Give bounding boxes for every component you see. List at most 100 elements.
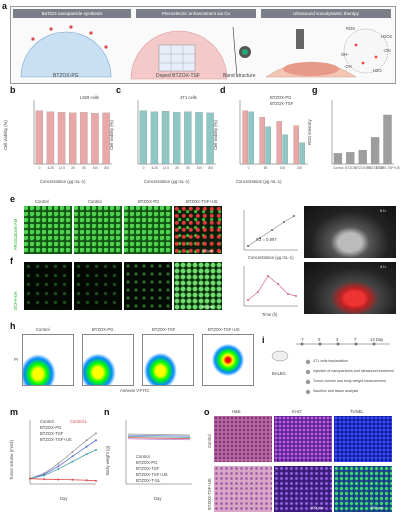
series-line xyxy=(127,436,191,438)
bar xyxy=(184,111,192,165)
bar xyxy=(370,137,380,165)
caption-band: Band structure xyxy=(223,73,256,79)
series-line xyxy=(127,434,191,437)
timeline-step-3: Sacrifice and tissue analysis xyxy=(313,389,359,393)
o-scale-2: 100 μm xyxy=(370,505,384,510)
bar xyxy=(276,121,282,165)
timeline-step-2: Tumor volume and body weight measurement xyxy=(313,379,386,383)
tick-label: 12.5 xyxy=(163,166,169,170)
data-point xyxy=(283,221,285,223)
f-image-2 xyxy=(74,262,122,310)
data-point xyxy=(271,229,273,231)
data-point xyxy=(247,299,249,301)
flow-title-2: BTZOX-PG xyxy=(92,327,114,332)
data-point xyxy=(293,215,295,217)
tick-label: 100 xyxy=(93,166,99,170)
chart-b-title: L929 cells xyxy=(80,95,99,100)
ion-ohm: OH- xyxy=(341,52,349,57)
data-point xyxy=(259,237,261,239)
e-col-0: Control xyxy=(35,199,49,204)
chart-n-xlabel: Day xyxy=(154,496,162,501)
chart-m-legend-1: BTZOX-PG xyxy=(40,425,62,430)
bar xyxy=(161,111,170,165)
chart-m-legend-0: Control xyxy=(40,419,54,424)
o-he-control xyxy=(214,416,272,462)
panel-label-h: h xyxy=(10,321,16,331)
o-tunel-control xyxy=(334,416,392,462)
o-tunel-treated xyxy=(334,466,392,512)
schematic-panel-a: BaTiO3 nanoparticle synthesis Piezoelect… xyxy=(10,6,396,84)
ultrasound-label-4h: 4 h xyxy=(380,264,386,269)
chart-m-tumor-volume xyxy=(29,420,97,485)
ion-ros: ROS xyxy=(346,26,356,31)
timeline-day-1: 0 xyxy=(318,337,321,342)
chart-m-legend-2: BTZOX-TSF xyxy=(40,431,64,436)
chart-m-legend-3: BTZOX-TSF+US xyxy=(40,437,72,442)
bar xyxy=(172,112,181,165)
flow-title-1: Control xyxy=(36,327,50,332)
tick-label: BTZOX xyxy=(345,166,356,170)
chart-g-ros: Control BTZOXBTZOX-PGBTZOX-TSFBTZOX-TSF+U… xyxy=(331,100,400,170)
bar xyxy=(333,153,343,165)
timeline-schematic xyxy=(271,342,390,395)
bar xyxy=(293,125,299,165)
tick-label: 25 xyxy=(71,166,75,170)
tick-label: 100 xyxy=(197,166,203,170)
chart-m-ylabel: Tumor volume (mm3) xyxy=(9,440,14,480)
chart-b-l929: 0 6.25 12.5 25 50 100 200 xyxy=(33,100,112,170)
tick-label: 6.25 xyxy=(152,166,158,170)
chart-b-ylabel: Cell viability (%) xyxy=(3,120,8,150)
data-point xyxy=(277,283,279,285)
panel-label-m: m xyxy=(10,407,19,417)
chart-n-body-weight xyxy=(125,420,192,485)
data-point xyxy=(267,275,269,277)
series-line xyxy=(127,438,191,441)
series-point xyxy=(71,451,74,453)
data-point xyxy=(247,245,249,247)
flow-ylabel: PI xyxy=(14,357,18,362)
series-line xyxy=(29,449,97,480)
flow-plot-4 xyxy=(202,334,254,386)
o-row-1: BTZOX-TSF+US xyxy=(207,478,212,510)
series-point xyxy=(95,448,97,451)
bar xyxy=(195,112,203,165)
bar xyxy=(358,150,367,165)
bar xyxy=(150,111,159,165)
chart-e2-xlabel: Concentration (μg mL-1) xyxy=(248,255,294,260)
bar xyxy=(299,142,305,165)
bar xyxy=(248,111,254,165)
bar xyxy=(139,110,147,165)
panel-label-n: n xyxy=(104,407,110,417)
panel-label-i: i xyxy=(262,335,265,345)
e-col-3: BTZOX-TSF+US xyxy=(186,199,218,204)
series-line xyxy=(29,439,97,480)
bar xyxy=(265,126,271,165)
tick-label: 100 xyxy=(280,166,286,170)
data-point xyxy=(257,291,259,293)
timeline-step-0: 4T1 cells implantation xyxy=(313,359,348,363)
panel-label-c: c xyxy=(116,85,122,95)
f-scale: 50 μm xyxy=(202,304,214,309)
e-col-1: Control xyxy=(88,199,102,204)
panel-label-a: a xyxy=(2,1,8,11)
tick-label: BTZOX-TSF xyxy=(367,166,385,170)
e-row-label: FRG/Calcein AM xyxy=(13,218,18,250)
bar xyxy=(57,112,66,165)
chart-e-viability xyxy=(243,210,298,251)
o-ki67-treated xyxy=(274,466,332,512)
f-row-label: DCFH-DA xyxy=(13,291,18,310)
bar xyxy=(35,110,43,165)
panel-label-e: e xyxy=(10,194,16,204)
caption-pg: BTZOX-PG xyxy=(53,73,79,79)
chart-n-legend-2: BTZOX-TSF xyxy=(136,466,160,471)
series-point xyxy=(57,468,60,471)
e-image-4 xyxy=(174,206,222,254)
series-line xyxy=(247,275,297,301)
chart-d-legend-1: BTZOX-TSF xyxy=(270,101,294,106)
chart-n-legend-3: BTZOX-TSF+US xyxy=(136,472,168,477)
series-point xyxy=(43,478,46,481)
series-line xyxy=(127,437,191,439)
f-image-4 xyxy=(174,262,222,310)
e-col-2: BTZOX-PG xyxy=(138,199,160,204)
chart-d-legend-0: BTZOX-PG xyxy=(270,95,292,100)
